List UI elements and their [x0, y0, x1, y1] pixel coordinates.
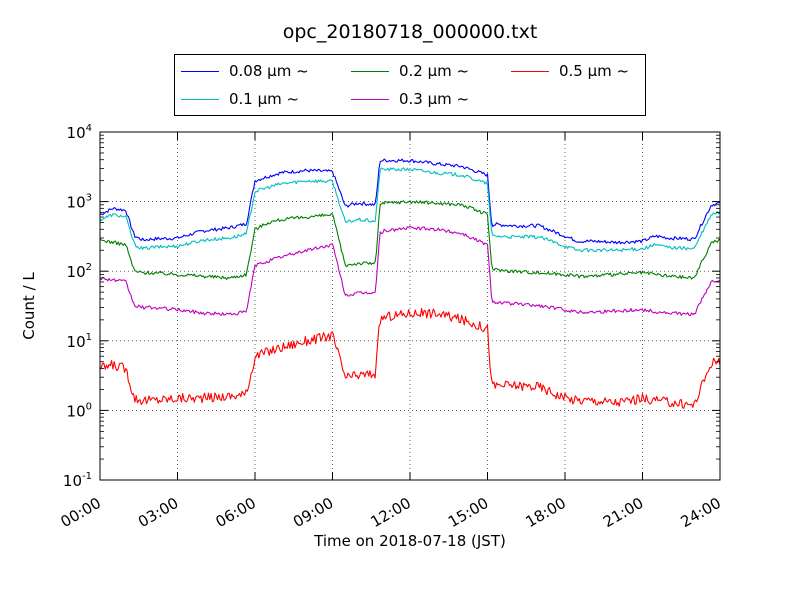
legend-label: 0.08 μm ~: [229, 62, 309, 80]
x-tick-label: 00:00: [58, 494, 104, 531]
y-tick-label: 101: [67, 332, 92, 351]
legend-item-0.1: 0.1 μm ~: [181, 89, 299, 109]
x-tick-label: 15:00: [445, 494, 491, 531]
legend-swatch: [351, 98, 389, 100]
x-tick-label: 03:00: [135, 494, 181, 531]
legend-item-0.08: 0.08 μm ~: [181, 61, 309, 81]
chart-title: opc_20180718_000000.txt: [283, 21, 538, 43]
y-tick-label: 10-1: [63, 471, 92, 490]
series-line: [99, 167, 721, 253]
grid-lines: [100, 132, 720, 480]
x-tick-label: 12:00: [368, 494, 414, 531]
y-tick-label: 103: [67, 193, 92, 212]
legend-label: 0.3 μm ~: [399, 90, 470, 108]
x-tick-label: 18:00: [523, 494, 569, 531]
y-axis-label: Count / L: [20, 272, 38, 340]
legend-label: 0.5 μm ~: [559, 62, 630, 80]
x-tick-label: 21:00: [600, 494, 646, 531]
legend-label: 0.1 μm ~: [229, 90, 300, 108]
y-axis-ticks: 10-1 100 101 102 103 104: [63, 123, 720, 490]
series-line: [99, 158, 721, 245]
legend-swatch: [181, 98, 219, 100]
series-line: [99, 307, 721, 409]
legend-swatch: [351, 70, 389, 72]
y-tick-label: 104: [67, 123, 92, 142]
legend-item-0.3: 0.3 μm ~: [351, 89, 469, 109]
x-tick-label: 09:00: [290, 494, 336, 531]
x-tick-label: 06:00: [213, 494, 259, 531]
series-line: [99, 225, 721, 317]
x-axis-label: Time on 2018-07-18 (JST): [313, 532, 506, 550]
legend-label: 0.2 μm ~: [399, 62, 470, 80]
legend-item-0.2: 0.2 μm ~: [351, 61, 469, 81]
legend-item-0.5: 0.5 μm ~: [511, 61, 629, 81]
x-tick-label: 24:00: [678, 494, 724, 531]
series-lines: [99, 158, 721, 409]
x-axis-ticks: 00:00 03:00 06:00 09:00 12:00 15:00 18:00 21:00…: [58, 132, 724, 531]
series-line: [99, 200, 721, 280]
legend-swatch: [511, 70, 549, 72]
y-tick-label: 102: [67, 262, 92, 281]
y-tick-label: 100: [67, 401, 92, 420]
chart-legend: 0.08 μm ~ 0.2 μm ~ 0.5 μm ~ 0.1 μm ~ 0.3…: [174, 54, 646, 116]
legend-swatch: [181, 70, 219, 72]
